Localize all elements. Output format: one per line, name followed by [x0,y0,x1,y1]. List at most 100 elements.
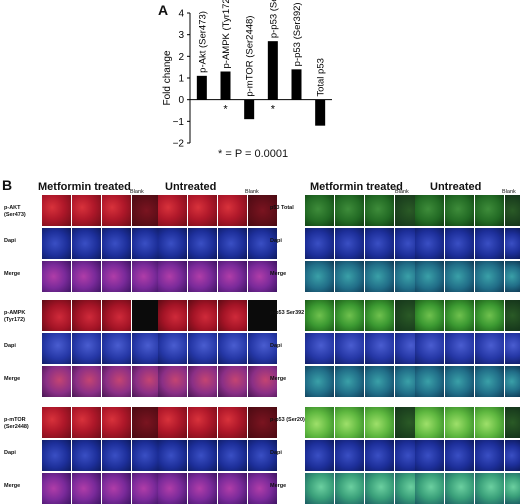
right-block1-row0-col7-image [505,300,520,331]
right-block2-row2-col5-image [445,473,474,504]
significance-star-1: * [223,104,228,116]
left-block2-row0-col6-image [218,407,247,438]
left-block2-row0-col4-image [158,407,187,438]
right-block0-row1-col2-image [365,228,394,259]
left-block1-row0-col1-image [72,300,101,331]
category-label-1: p-AMPK (Tyr172) [221,0,232,69]
right-block1-row0-col0-image [305,300,334,331]
right-block2-row1-col5-image [445,440,474,471]
right-block1-row0-label: p-p53 Ser392 [270,310,305,316]
category-label-4: p-p53 (Ser392) [292,2,303,66]
right-block0-row2-col2-image [365,261,394,292]
left-block1-row0-col0-image [42,300,71,331]
y-tick-label-0: 4 [178,9,184,20]
right-block1-row2-col1-image [335,366,364,397]
right-block2-row0-col0-image [305,407,334,438]
right-block0-row0-col0-image [305,195,334,226]
right-block0-row0-col5-image [445,195,474,226]
left-block2-row1-col4-image [158,440,187,471]
right-block1-row2-col5-image [445,366,474,397]
y-axis-label: Fold change [162,50,173,105]
left-blank-label-treated: Blank [130,189,144,195]
right-block0-row1-col0-image [305,228,334,259]
left-block2-row1-col2-image [102,440,131,471]
left-block0-row0-label: p-AKT (Ser473) [4,205,26,219]
bar-0 [196,75,207,100]
right-block2-row2-col7-image [505,473,520,504]
left-block2-row2-col3-image [132,473,161,504]
y-tick-label-1: 3 [178,30,184,41]
right-header-metformin: Metformin treated [310,181,403,193]
right-block2-row1-col0-image [305,440,334,471]
right-block0-row0-col7-image [505,195,520,226]
left-block0-row0-col1-image [72,195,101,226]
right-block0-row1-col5-image [445,228,474,259]
left-block0-row0-col4-image [158,195,187,226]
right-block0-row2-label: Merge [270,271,287,277]
right-block0-row2-col5-image [445,261,474,292]
right-block2-row1-col2-image [365,440,394,471]
right-block0-row1-col6-image [475,228,504,259]
right-block1-row1-col1-image [335,333,364,364]
right-block2-row2-col4-image [415,473,444,504]
left-block1-row0-label: p-AMPK (Tyr172) [4,310,26,324]
left-block0-row1-col6-image [218,228,247,259]
left-block1-row1-col0-image [42,333,71,364]
left-block2-row2-label: Merge [4,483,21,489]
left-block1-row0-col5-image [188,300,217,331]
left-block2-row0-label: p-mTOR (Ser2448) [4,417,29,431]
left-block2-row2-col6-image [218,473,247,504]
category-label-3: p-p53 (Ser20) [268,0,279,38]
left-block2-row1-col5-image [188,440,217,471]
right-header-untreated: Untreated [430,181,482,193]
right-block0-row2-col1-image [335,261,364,292]
right-block2-row2-label: Merge [270,483,287,489]
right-block2-row1-col4-image [415,440,444,471]
left-block1-row1-label: Dapi [4,343,16,349]
right-block0-row1-col1-image [335,228,364,259]
left-block0-row2-col4-image [158,261,187,292]
right-block1-row1-label: Dapi [270,343,282,349]
left-block0-row2-col7-image [248,261,277,292]
significance-star-3: * [271,104,276,116]
right-block0-row0-col4-image [415,195,444,226]
category-label-2: p-mTOR (Ser2448) [245,16,256,97]
right-blank-label-untreated: Blank [502,189,516,195]
y-tick-label-3: 1 [178,74,184,85]
left-block2-row1-col7-image [248,440,277,471]
right-block2-row0-col7-image [505,407,520,438]
bar-1 [220,71,231,100]
left-block0-row0-col5-image [188,195,217,226]
left-block0-row2-label: Merge [4,271,21,277]
left-block2-row2-col0-image [42,473,71,504]
left-block2-row2-col2-image [102,473,131,504]
left-block1-row0-col4-image [158,300,187,331]
bar-4 [291,69,302,100]
left-block0-row0-col0-image [42,195,71,226]
left-block1-row0-col2-image [102,300,131,331]
right-block1-row2-col2-image [365,366,394,397]
left-block2-row0-col2-image [102,407,131,438]
left-block1-row2-label: Merge [4,376,21,382]
right-block1-row1-col0-image [305,333,334,364]
left-block0-row0-col6-image [218,195,247,226]
left-block0-row2-col1-image [72,261,101,292]
right-block0-row2-col7-image [505,261,520,292]
left-block0-row0-col7-image [248,195,277,226]
right-block1-row2-col0-image [305,366,334,397]
right-block2-row2-col2-image [365,473,394,504]
y-tick-label-6: −2 [173,139,185,150]
left-block1-row1-col2-image [102,333,131,364]
right-block2-row2-col0-image [305,473,334,504]
left-block0-row0-col2-image [102,195,131,226]
y-tick-label-2: 2 [178,52,184,63]
panel-a-letter: A [158,2,169,18]
right-block0-row2-col6-image [475,261,504,292]
right-block0-row1-col4-image [415,228,444,259]
left-block2-row1-col0-image [42,440,71,471]
y-tick-label-4: 0 [178,95,184,106]
left-block0-row1-col7-image [248,228,277,259]
right-block1-row0-col6-image [475,300,504,331]
right-block1-row0-col1-image [335,300,364,331]
right-block1-row0-col5-image [445,300,474,331]
